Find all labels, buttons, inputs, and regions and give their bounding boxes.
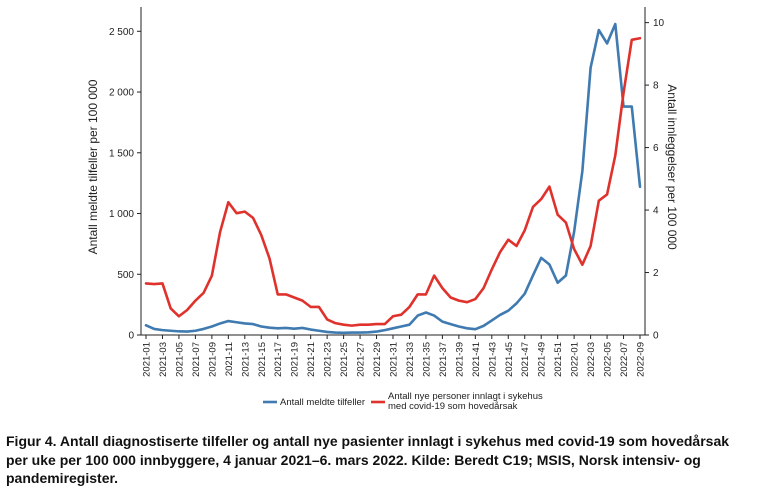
x-tick-label: 2021-05: [174, 342, 185, 377]
x-tick-label: 2021-33: [405, 342, 416, 377]
x-tick-label: 2021-45: [504, 342, 515, 377]
legend-label: Antall nye personer innlagt i sykehus: [388, 391, 543, 402]
x-tick-label: 2021-09: [207, 342, 218, 377]
x-tick-label: 2021-21: [306, 342, 317, 377]
series-line-innleggelser: [144, 36, 642, 327]
x-tick-label: 2021-51: [553, 342, 564, 377]
left-y-tick-label: 0: [128, 331, 134, 342]
x-tick-label: 2022-05: [603, 342, 614, 377]
x-tick-label: 2022-07: [619, 342, 630, 377]
x-tick-label: 2021-41: [471, 342, 482, 377]
x-tick-label: 2022-03: [586, 342, 597, 377]
chart: 0 500 1 000 1 500 2 000 2 500 0 2 4 6 8 10 2021-01…: [86, 7, 679, 412]
left-y-axis-title: Antall meldte tilfeller per 100 000: [86, 79, 100, 254]
x-tick-label: 2022-09: [636, 342, 647, 377]
right-y-tick-label: 2: [653, 268, 659, 279]
x-tick-label: 2021-15: [257, 342, 268, 377]
right-y-tick-label: 4: [653, 206, 659, 217]
left-y-tick-label: 1 000: [109, 209, 134, 220]
x-tick-label: 2021-37: [438, 342, 449, 377]
right-y-axis-title: Antall innleggelser per 100 000: [665, 84, 679, 250]
x-tick-label: 2021-03: [158, 342, 169, 377]
x-tick-label: 2021-11: [224, 342, 235, 376]
x-tick-label: 2021-07: [191, 342, 202, 377]
x-tick-label: 2021-47: [520, 342, 531, 377]
x-tick-label: 2021-23: [323, 342, 334, 377]
right-y-tick-label: 0: [653, 331, 659, 342]
x-tick-label: 2021-49: [537, 342, 548, 377]
series-layer: [144, 22, 642, 335]
legend-label: med covid-19 som hovedårsak: [388, 401, 518, 412]
right-y-axis: 0 2 4 6 8 10: [645, 18, 665, 342]
left-y-tick-label: 2 000: [109, 88, 134, 99]
plot-frame: [140, 7, 646, 336]
x-tick-label: 2021-39: [454, 342, 465, 377]
x-tick-label: 2021-13: [240, 342, 251, 377]
legend-label: Antall meldte tilfeller: [280, 397, 365, 408]
x-tick-label: 2021-17: [273, 342, 284, 377]
x-tick-label: 2021-43: [487, 342, 498, 377]
right-y-tick-label: 8: [653, 81, 659, 92]
x-tick-label: 2021-35: [421, 342, 432, 377]
left-y-axis: 0 500 1 000 1 500 2 000 2 500: [109, 27, 141, 342]
series-line-meldte-tilfeller: [144, 22, 642, 335]
x-tick-label: 2021-29: [372, 342, 383, 377]
left-y-tick-label: 1 500: [109, 148, 134, 159]
x-tick-label: 2021-01: [142, 342, 153, 377]
x-tick-label: 2021-31: [389, 342, 400, 377]
right-y-tick-label: 10: [653, 18, 665, 29]
x-tick-label: 2021-27: [356, 342, 367, 377]
x-tick-label: 2021-19: [290, 342, 301, 377]
x-axis: 2021-01 2021-03 2021-05 2021-07 2021-09 2021-…: [142, 335, 647, 377]
left-y-tick-label: 2 500: [109, 27, 134, 38]
right-y-tick-label: 6: [653, 143, 659, 154]
x-tick-label: 2022-01: [570, 342, 581, 377]
legend: Antall meldte tilfeller Antall nye person…: [263, 391, 543, 412]
x-tick-label: 2021-25: [339, 342, 350, 377]
left-y-tick-label: 500: [117, 270, 134, 281]
figure-caption: Figur 4. Antall diagnostiserte tilfeller…: [6, 433, 730, 486]
